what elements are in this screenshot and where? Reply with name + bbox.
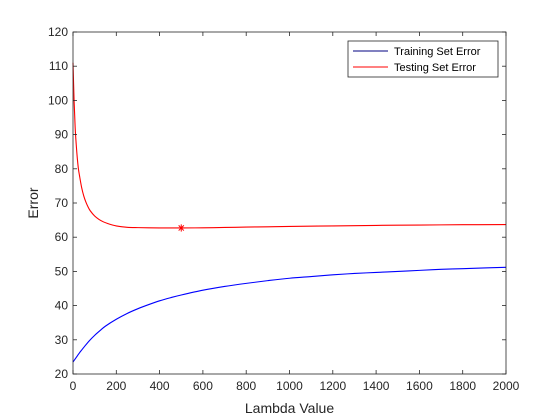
x-tick-label: 2000 [493, 379, 520, 393]
x-axis-ticks: 0 200 400 600 800 1000 1200 1400 1600 1800 2000 [70, 32, 520, 393]
legend-label-testing-set-error: Testing Set Error [394, 62, 476, 74]
axes-background [73, 32, 506, 374]
marker-stroke [178, 225, 185, 231]
x-tick-label: 1400 [363, 379, 390, 393]
minimum-marker [177, 224, 185, 232]
legend: Training Set Error Testing Set Error [347, 40, 499, 78]
y-tick-label: 60 [55, 230, 69, 244]
y-tick-label: 100 [48, 93, 68, 107]
x-tick-label: 400 [150, 379, 170, 393]
y-tick-label: 40 [55, 299, 69, 313]
y-tick-label: 90 [55, 128, 69, 142]
x-tick-label: 1000 [276, 379, 303, 393]
y-tick-label: 70 [55, 196, 69, 210]
x-tick-label: 1200 [319, 379, 346, 393]
x-tick-label: 0 [70, 379, 77, 393]
y-tick-label: 120 [48, 25, 68, 39]
y-tick-label: 20 [55, 367, 69, 381]
x-tick-label: 1800 [449, 379, 476, 393]
x-tick-label: 600 [193, 379, 213, 393]
y-tick-label: 80 [55, 162, 69, 176]
x-axis-label: Lambda Value [245, 400, 334, 416]
y-axis-label: Error [25, 187, 41, 218]
x-tick-label: 1600 [406, 379, 433, 393]
x-tick-label: 800 [236, 379, 256, 393]
y-tick-label: 110 [49, 59, 68, 73]
testing-set-error-line [72, 62, 507, 229]
series-layer [72, 62, 507, 363]
marker-layer [177, 224, 185, 232]
y-tick-label: 50 [55, 264, 69, 278]
training-set-error-line [72, 266, 507, 363]
legend-label-training-set-error: Training Set Error [394, 46, 481, 58]
legend-box [347, 40, 499, 78]
x-tick-label: 200 [106, 379, 126, 393]
y-axis-ticks: 20 30 40 50 60 70 80 90 100 110 120 [48, 25, 506, 381]
y-tick-label: 30 [55, 333, 69, 347]
